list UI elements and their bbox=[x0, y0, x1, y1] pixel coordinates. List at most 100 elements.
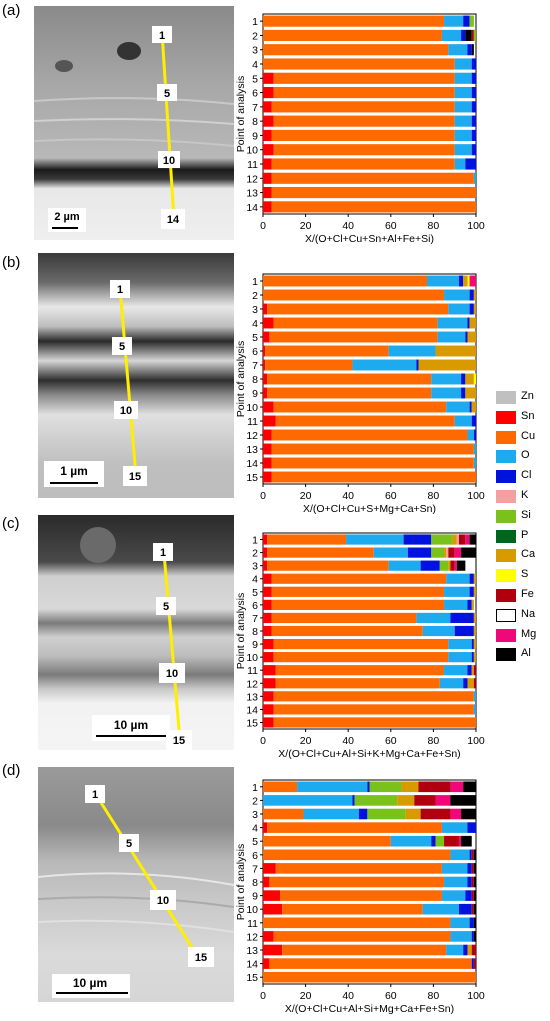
bar-segment-b-10-o bbox=[446, 401, 470, 413]
bar-segment-c-5-cl bbox=[469, 586, 474, 597]
bar-segment-b-9-o bbox=[431, 387, 462, 399]
bar-segment-c-9-ca bbox=[473, 638, 476, 650]
bar-segment-c-8-cl bbox=[454, 625, 474, 637]
y-tick-label-5: 5 bbox=[252, 332, 258, 344]
bar-segment-d-13-sn bbox=[263, 944, 283, 956]
legend-item-zn: Zn bbox=[496, 388, 550, 408]
bar-segment-b-11-cl bbox=[471, 415, 476, 427]
bar-segment-c-15-cu bbox=[273, 717, 476, 728]
bar-segment-c-2-sn bbox=[263, 547, 268, 558]
bar-segment-b-10-ca bbox=[471, 401, 476, 413]
y-tick-label-4: 4 bbox=[252, 823, 258, 835]
bar-segment-a-8-o bbox=[454, 115, 472, 127]
y-tick-label-12: 12 bbox=[246, 931, 258, 943]
scale-bar-label-b: 1 µm bbox=[60, 464, 88, 478]
bar-segment-d-9-cu bbox=[280, 890, 442, 901]
bar-segment-c-8-cu bbox=[271, 625, 423, 637]
y-tick-label-3: 3 bbox=[252, 45, 258, 57]
scale-bar-label-d: 10 µm bbox=[73, 976, 107, 990]
bar-segment-d-11-o bbox=[450, 917, 470, 929]
legend-item-fe: Fe bbox=[496, 586, 550, 606]
bar-segment-b-10-cu bbox=[273, 401, 447, 413]
y-axis-label: Point of analysis bbox=[235, 341, 247, 417]
legend-swatch-fe bbox=[496, 588, 516, 602]
y-tick-label-12: 12 bbox=[246, 430, 258, 442]
x-tick-label-80: 80 bbox=[428, 220, 440, 232]
legend-swatch-si bbox=[496, 509, 516, 523]
bar-segment-b-3-o bbox=[448, 303, 470, 315]
y-axis-label: Point of analysis bbox=[235, 593, 247, 669]
bar-segment-a-5-o bbox=[454, 72, 472, 84]
bar-segment-c-1-cl bbox=[403, 534, 432, 545]
bar-segment-b-3-sn bbox=[263, 303, 268, 315]
x-tick-label-0: 0 bbox=[260, 220, 266, 232]
bar-segment-b-9-ca bbox=[465, 387, 476, 399]
bar-segment-d-3-si bbox=[367, 808, 406, 820]
bar-segment-c-4-cl bbox=[469, 573, 474, 584]
micrograph-b: 1 5 10 15 1 µm bbox=[38, 253, 234, 498]
bar-segment-c-8-o bbox=[422, 625, 455, 637]
y-tick-label-13: 13 bbox=[246, 945, 258, 957]
bar-segment-a-2-cu bbox=[263, 29, 442, 41]
legend-label-s: S bbox=[521, 568, 529, 581]
y-tick-label-14: 14 bbox=[246, 458, 258, 470]
y-tick-label-10: 10 bbox=[246, 145, 258, 157]
bar-segment-d-2-o bbox=[263, 795, 353, 806]
bar-segment-a-2-o bbox=[441, 29, 462, 41]
y-tick-label-12: 12 bbox=[246, 678, 258, 690]
bar-segment-c-1-sn bbox=[263, 534, 268, 545]
legend-item-o: O bbox=[496, 447, 550, 467]
bar-segment-b-12-o bbox=[467, 429, 474, 441]
bar-segment-c-3-ca bbox=[448, 560, 451, 571]
bar-segment-c-5-sn bbox=[263, 586, 272, 597]
bar-segment-d-10-sn bbox=[263, 903, 283, 915]
bar-segment-d-3-al bbox=[461, 808, 476, 820]
legend-item-al: Al bbox=[496, 645, 550, 665]
bar-segment-a-13-sn bbox=[263, 187, 272, 199]
x-tick-label-80: 80 bbox=[428, 490, 440, 502]
bar-segment-d-1-o bbox=[297, 781, 368, 793]
bar-segment-c-5-o bbox=[444, 586, 470, 597]
y-tick-label-3: 3 bbox=[252, 561, 258, 573]
bar-segment-b-6-cu bbox=[265, 345, 389, 357]
bar-segment-c-5-ca bbox=[473, 586, 476, 597]
bar-segment-a-14-cu bbox=[271, 201, 476, 213]
bar-segment-b-11-o bbox=[454, 415, 472, 427]
marker-d-5: 5 bbox=[126, 838, 132, 850]
bar-segment-c-11-cu bbox=[275, 665, 445, 676]
bar-segment-b-6-o bbox=[388, 345, 436, 357]
bar-segment-b-1-ca bbox=[463, 275, 468, 287]
bar-segment-d-3-fe bbox=[420, 808, 451, 820]
bar-segment-c-7-ca bbox=[473, 612, 476, 624]
bar-segment-c-2-si bbox=[431, 547, 445, 558]
x-tick-label-80: 80 bbox=[428, 990, 440, 1002]
y-tick-label-9: 9 bbox=[252, 891, 258, 903]
panel-label-b: (b) bbox=[2, 254, 21, 271]
x-tick-label-0: 0 bbox=[260, 490, 266, 502]
bar-segment-c-11-fe bbox=[473, 665, 476, 676]
y-tick-label-6: 6 bbox=[252, 88, 258, 100]
bar-segment-b-8-sn bbox=[263, 373, 268, 385]
bar-segment-c-2-fe bbox=[448, 547, 455, 558]
legend-label-ca: Ca bbox=[521, 548, 536, 561]
bar-segment-c-6-cu bbox=[271, 599, 445, 610]
bar-segment-b-13-o bbox=[473, 443, 476, 455]
legend-item-p: P bbox=[496, 527, 550, 547]
marker-c-15: 15 bbox=[173, 735, 185, 747]
y-axis-label: Point of analysis bbox=[235, 844, 247, 920]
bar-segment-b-15-sn bbox=[263, 471, 272, 483]
y-tick-label-8: 8 bbox=[252, 877, 258, 889]
bar-segment-c-3-si bbox=[439, 560, 449, 571]
y-tick-label-6: 6 bbox=[252, 850, 258, 862]
bar-segment-b-7-ca bbox=[418, 359, 476, 371]
bar-segment-b-1-o bbox=[427, 275, 459, 287]
marker-a-10: 10 bbox=[163, 155, 175, 167]
bar-segment-b-9-sn bbox=[263, 387, 268, 399]
y-tick-label-13: 13 bbox=[246, 188, 258, 200]
x-axis-label: X/(O+Cl+Cu+Sn+Al+Fe+Si) bbox=[305, 233, 434, 245]
bar-segment-d-3-ca bbox=[405, 808, 421, 820]
bar-segment-b-5-sn bbox=[263, 331, 270, 343]
bar-segment-c-14-sn bbox=[263, 704, 274, 715]
marker-d-1: 1 bbox=[92, 789, 98, 801]
